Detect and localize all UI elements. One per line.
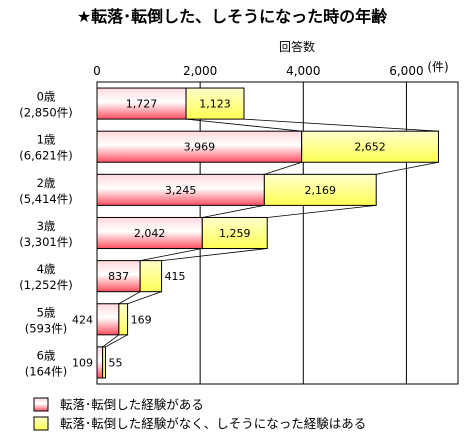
x-tick-label: 6,000	[389, 64, 423, 78]
data-label-near-miss: 1,123	[199, 98, 231, 111]
bar-near-miss	[102, 346, 106, 379]
series-connector	[243, 118, 439, 132]
bar-experienced	[96, 260, 141, 293]
data-label-near-miss: 169	[131, 313, 152, 326]
series-connector	[118, 291, 141, 305]
legend-swatch	[33, 416, 49, 431]
category-label-age: 6歳	[37, 348, 56, 362]
chart-title: ★転落･転倒した、しそうになった時の年齢	[77, 7, 388, 26]
series-connector	[161, 248, 268, 262]
plot-area: 0 2,000 4,000 6,000 1,727 1,123 0歳 (2,850件) 3,96…	[19, 64, 459, 385]
bar-near-miss	[139, 260, 163, 293]
bar-experienced	[96, 303, 120, 336]
series-connector	[376, 161, 439, 175]
data-label-experienced: 2,042	[134, 227, 166, 240]
data-label-experienced: 1,727	[126, 98, 158, 111]
series-connector	[186, 118, 302, 132]
category-label-age: 3歳	[37, 219, 56, 233]
category-label-age: 5歳	[37, 305, 56, 319]
x-tick-label: 4,000	[286, 64, 320, 78]
category-label-age: 4歳	[37, 262, 56, 276]
legend-swatch	[33, 397, 49, 412]
bar-near-miss	[185, 87, 245, 120]
category-label-age: 0歳	[37, 90, 56, 104]
category-label-count: (2,850件)	[19, 106, 72, 120]
series-connector	[102, 334, 120, 348]
data-label-near-miss: 1,259	[219, 227, 251, 240]
series-connector	[105, 334, 128, 348]
bar-experienced	[96, 216, 203, 250]
series-connector	[140, 248, 203, 262]
category-label-count: (5,414件)	[19, 192, 72, 206]
bar-near-miss	[118, 303, 129, 336]
category-label-age: 1歳	[37, 133, 56, 147]
category-label-count: (1,252件)	[19, 278, 72, 292]
data-label-experienced: 424	[72, 313, 93, 326]
bar-experienced	[96, 173, 265, 206]
bar-near-miss	[263, 173, 377, 206]
bar-experienced	[96, 346, 104, 379]
x-axis-unit: (件)	[427, 60, 448, 74]
category-label-age: 2歳	[37, 176, 56, 190]
category-label-count: (6,621件)	[19, 149, 72, 163]
x-tick-label: 0	[93, 64, 101, 78]
series-connector	[264, 161, 302, 175]
category-label-count: (164件)	[25, 364, 67, 378]
bar-near-miss	[301, 130, 439, 163]
data-label-near-miss: 55	[108, 356, 122, 369]
bar-experienced	[96, 130, 303, 163]
x-tick-label: 2,000	[183, 64, 217, 78]
series-connector	[127, 291, 162, 305]
category-label-count: (3,301件)	[19, 235, 72, 249]
data-label-near-miss: 2,169	[305, 184, 337, 197]
series-connector	[267, 204, 377, 218]
data-label-near-miss: 415	[165, 270, 186, 283]
bar-experienced	[96, 87, 187, 120]
category-label-count: (593件)	[25, 321, 67, 335]
data-label-experienced: 109	[72, 356, 93, 369]
x-axis-title: 回答数	[279, 39, 315, 54]
data-label-experienced: 3,969	[184, 141, 216, 154]
legend-label: 転落･転倒した経験がある	[60, 397, 204, 412]
bar-near-miss	[201, 216, 268, 250]
data-label-experienced: 3,245	[165, 184, 197, 197]
data-label-experienced: 837	[108, 270, 129, 283]
legend-label: 転落･転倒した経験がなく、しそうになった経験はある	[60, 416, 366, 431]
series-connector	[202, 204, 265, 218]
data-label-near-miss: 2,652	[354, 141, 386, 154]
